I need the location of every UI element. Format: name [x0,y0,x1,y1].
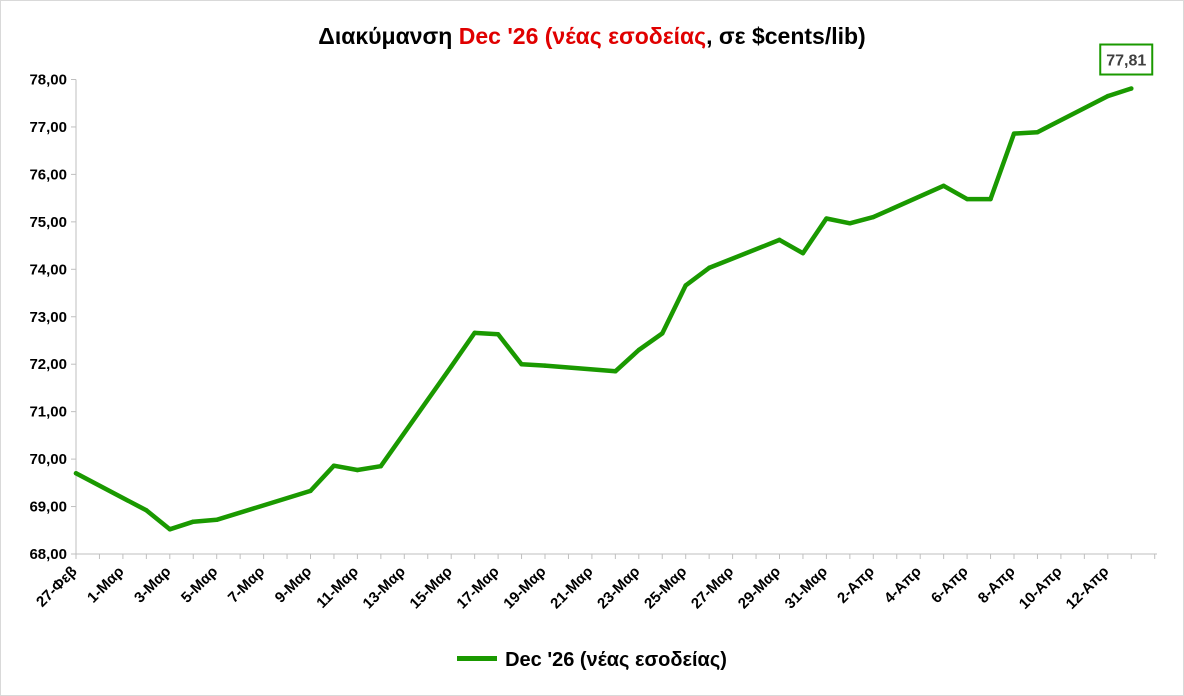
data-point [495,332,501,337]
x-tick-label: 27-Φεβ [33,563,81,611]
y-tick-label: 69,00 [29,499,67,516]
x-tick-label: 17-Μαρ [453,563,502,612]
title-part-1: Διακύμανση [318,23,459,49]
x-tick-label: 27-Μαρ [688,563,737,612]
annotations: 77,81 [1099,43,1154,76]
data-point [660,331,665,336]
x-tick-label: 9-Μαρ [272,563,315,606]
data-point [636,347,641,353]
x-tick-label: 29-Μαρ [735,563,784,612]
data-point [73,471,79,476]
data-point [191,519,196,524]
data-point [1129,86,1134,91]
legend: Dec '26 (νέας εσοδείας) [1,649,1183,672]
x-tick-label: 1-Μαρ [84,563,127,606]
data-point [777,237,782,243]
data-point [871,214,876,220]
x-tick-label: 5-Μαρ [178,563,221,606]
x-tick-label: 12-Απρ [1063,563,1113,613]
y-tick-label: 72,00 [29,356,67,373]
data-point [683,283,688,288]
last-value-box [1099,43,1154,76]
data-point [308,488,313,494]
x-tick-label: 8-Απρ [975,563,1019,607]
y-tick-label: 68,00 [29,546,67,563]
y-tick-label: 78,00 [29,72,67,89]
y-axis-ticks: 68,00 69,00 70,00 71,00 72,00 73,00 74,00 75,00… [29,72,76,563]
y-tick-label: 75,00 [29,214,67,231]
x-tick-label: 31-Μαρ [782,563,831,612]
data-point [824,216,829,221]
x-tick-label: 4-Απρ [881,563,925,607]
data-point [449,364,454,369]
data-point [1011,131,1017,136]
x-tick-label: 7-Μαρ [225,563,268,606]
data-point [613,369,618,374]
data-point [1035,129,1040,135]
series-group [73,86,1134,532]
x-tick-label: 6-Απρ [928,563,972,607]
data-point [144,508,149,513]
data-point [519,362,524,367]
data-point [800,250,806,256]
x-tick-label: 10-Απρ [1016,563,1066,613]
x-axis-ticks: 27-Φεβ 1-Μαρ 3-Μαρ 5-Μαρ 7-Μαρ 9-Μαρ11-Μαρ13-… [33,554,1156,613]
data-point [1105,93,1111,99]
data-point [988,196,993,202]
y-tick-label: 76,00 [29,166,67,183]
data-point [378,464,384,469]
x-tick-label: 19-Μαρ [500,563,549,612]
data-point [542,363,548,368]
y-tick-label: 71,00 [29,404,67,421]
chart-title: Διακύμανση Dec '26 (νέας εσοδείας, σε $c… [1,23,1183,50]
x-tick-label: 15-Μαρ [407,563,456,612]
x-tick-label: 3-Μαρ [131,563,174,606]
legend-swatch [457,656,498,662]
y-tick-label: 70,00 [29,451,67,468]
x-tick-label: 21-Μαρ [547,563,596,612]
x-tick-label: 23-Μαρ [594,563,643,612]
data-point [472,330,477,336]
title-part-highlight: Dec '26 (νέας εσοδείας [458,23,707,49]
x-tick-label: 2-Απρ [834,563,878,607]
series-line [73,86,1134,532]
legend-label: Dec '26 (νέας εσοδείας) [505,649,727,671]
x-tick-label: 25-Μαρ [641,563,690,612]
data-point [964,196,970,202]
data-point [214,517,219,523]
x-tick-label: 11-Μαρ [313,563,362,612]
last-value-label: 77,81 [1106,53,1146,70]
data-point [331,463,337,468]
axes [75,79,1157,555]
title-part-3: , σε $cents/lib) [706,23,866,49]
x-tick-label: 13-Μαρ [360,563,409,612]
data-point [847,221,853,226]
data-point [706,265,712,271]
y-tick-label: 77,00 [29,119,67,136]
data-point [355,467,360,473]
data-point [167,527,172,532]
data-point [941,183,946,188]
y-tick-label: 74,00 [29,261,67,278]
y-tick-label: 73,00 [29,309,67,326]
